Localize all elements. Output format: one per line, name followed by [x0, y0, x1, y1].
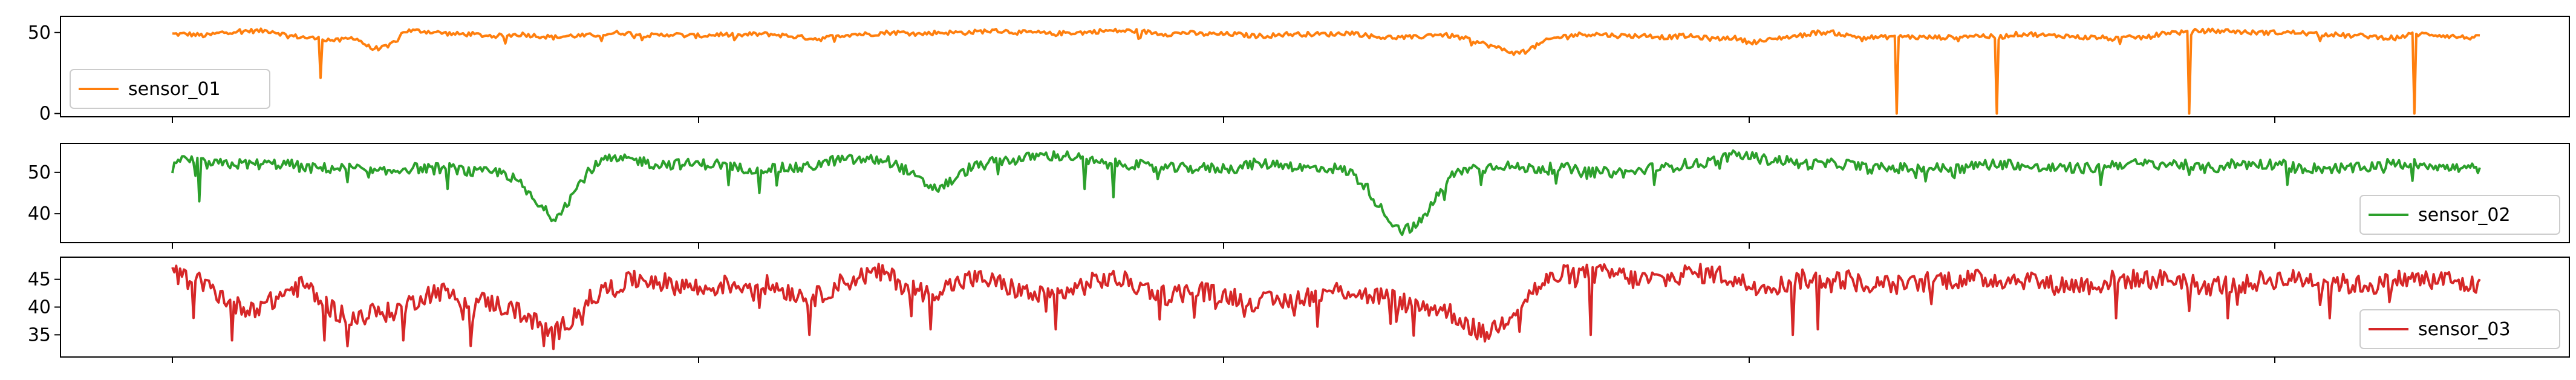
y-tick-label: 50	[28, 162, 51, 183]
y-tick-label: 45	[28, 269, 51, 290]
legend-label: sensor_03	[2418, 319, 2511, 340]
legend-box	[70, 69, 270, 109]
legend-box	[2359, 309, 2560, 349]
axes-frame	[60, 257, 2570, 358]
chart-panel-3: 35 40 45 sensor_03	[28, 257, 2570, 363]
legend: sensor_01	[70, 69, 270, 109]
y-tick-label: 40	[28, 203, 51, 224]
chart-panel-2: 40 50 sensor_02	[28, 143, 2570, 249]
axes-frame	[60, 16, 2570, 117]
series-line-sensor_01	[172, 27, 2480, 115]
y-tick-label: 50	[28, 22, 51, 44]
series-line-sensor_03	[171, 263, 2481, 350]
legend-label: sensor_02	[2418, 205, 2511, 226]
legend: sensor_03	[2359, 309, 2560, 349]
chart-panel-1: 0 50 sensor_01	[28, 16, 2570, 125]
y-tick-label: 0	[39, 103, 51, 125]
legend-label: sensor_01	[128, 79, 221, 100]
legend: sensor_02	[2359, 195, 2560, 235]
y-tick-label: 35	[28, 324, 51, 346]
axes-frame	[60, 143, 2570, 243]
y-tick-label: 40	[28, 297, 51, 318]
series-line-sensor_02	[171, 149, 2481, 237]
legend-box	[2359, 195, 2560, 235]
